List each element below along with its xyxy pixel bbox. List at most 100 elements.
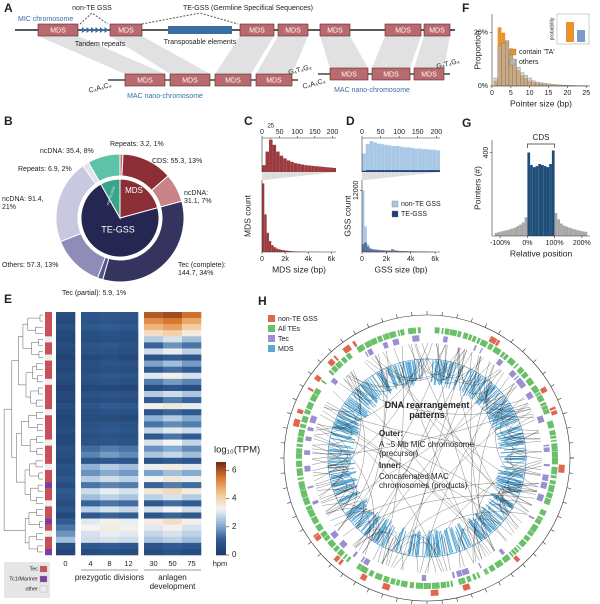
mds-track (469, 378, 486, 400)
row-annotation (45, 336, 52, 343)
ring-tick (353, 330, 356, 335)
histogram-bar (417, 148, 422, 172)
zoom-funnel (262, 172, 336, 180)
tec-track (312, 499, 319, 505)
mds-track (470, 523, 483, 540)
slice-label: Others: 57.3, 13% (2, 262, 59, 269)
histogram-bar (366, 246, 370, 253)
histogram-bar (361, 244, 365, 253)
heatmap-cell (119, 397, 139, 404)
mds-track (495, 426, 521, 436)
te-track (338, 360, 344, 366)
te-track (488, 564, 496, 573)
te-track (434, 327, 440, 334)
heatmap-cell (182, 433, 202, 440)
mds-track (492, 412, 515, 425)
mds-track (332, 479, 353, 486)
histogram-bar (410, 170, 414, 172)
panel-letter: A (4, 1, 13, 15)
mds-track (462, 528, 472, 546)
heatmap-cell (182, 397, 202, 404)
heatmap-cell (144, 457, 164, 465)
mds-track (452, 366, 463, 390)
mds-track (341, 408, 362, 421)
te-track (370, 337, 378, 346)
telomere: C₄A₄C₄ (88, 82, 113, 95)
te-track (499, 351, 506, 358)
rearrangement-link (337, 412, 542, 453)
te-track (551, 449, 558, 452)
heatmap-cell (56, 348, 76, 355)
heatmap-cell (182, 421, 202, 428)
te-track (518, 538, 527, 548)
mds-track (397, 364, 404, 383)
heatmap-cell (119, 378, 139, 386)
histogram-bar (293, 163, 298, 172)
ring-tick (381, 318, 384, 323)
heatmap-cell (100, 518, 120, 525)
heatmap-cell (144, 397, 164, 404)
histogram-bar (530, 165, 533, 236)
heatmap-cell (56, 427, 76, 434)
ring-tick (498, 581, 501, 586)
mds-track (481, 510, 498, 527)
heatmap-cell (81, 536, 101, 544)
colorbar-step (216, 512, 226, 515)
projection (372, 36, 421, 68)
histogram-bar (265, 151, 270, 172)
mds-track (488, 397, 505, 410)
heatmap-cell (100, 494, 120, 501)
slice-label: ncDNA: 35.4, 8% (40, 148, 94, 155)
te-track (536, 515, 544, 521)
mds-box (239, 23, 275, 37)
dendrogram (21, 421, 31, 446)
mds-track (476, 382, 491, 399)
mds-track (375, 523, 387, 542)
heatmap-cell (81, 415, 101, 422)
histogram-bar (421, 170, 426, 172)
heatmap-cell (119, 488, 139, 495)
row-annotation (45, 500, 52, 507)
heatmap-cell (182, 482, 202, 489)
ring-tick (498, 330, 501, 335)
heatmap-cell (56, 318, 76, 325)
mds-track (330, 437, 355, 444)
heatmap-cell (144, 445, 164, 453)
ring-tick (533, 553, 537, 557)
heatmap-cell (100, 342, 120, 349)
heatmap-cell (56, 542, 76, 550)
tec-track (513, 375, 519, 381)
ring-tick (470, 593, 473, 598)
tec-track (536, 415, 545, 424)
te-track (395, 579, 401, 586)
mds-track (346, 401, 367, 417)
tec-track (519, 383, 527, 389)
histogram-bar (497, 232, 501, 236)
heatmap-cell (56, 506, 76, 513)
rearrangement-link (322, 410, 483, 542)
ring-tick (510, 338, 514, 343)
inner-label: TE-GSS (101, 224, 135, 234)
heatmap-cell (56, 457, 76, 465)
x-tick-label: 15 (545, 90, 553, 97)
gss-track (342, 344, 353, 354)
te-track (471, 335, 477, 343)
row-annotation (45, 524, 52, 531)
mds-box (277, 23, 309, 37)
center-heading: Outer: (379, 429, 403, 438)
histogram-bar (388, 145, 392, 172)
te-track (328, 369, 335, 376)
heatmap-cell (81, 427, 101, 434)
ring-tick (299, 529, 304, 532)
column-label: 4 (88, 559, 92, 568)
tec-track (528, 515, 535, 520)
inner-slice (100, 178, 121, 220)
mds-box (413, 67, 445, 81)
heatmap-cell (163, 457, 183, 465)
mds-track (479, 387, 496, 405)
rearrangement-link (499, 499, 532, 530)
gss-track (488, 335, 498, 345)
x-tick-label: 100% (546, 240, 564, 247)
heatmap-cell (119, 500, 139, 507)
heatmap-cell (119, 390, 139, 398)
